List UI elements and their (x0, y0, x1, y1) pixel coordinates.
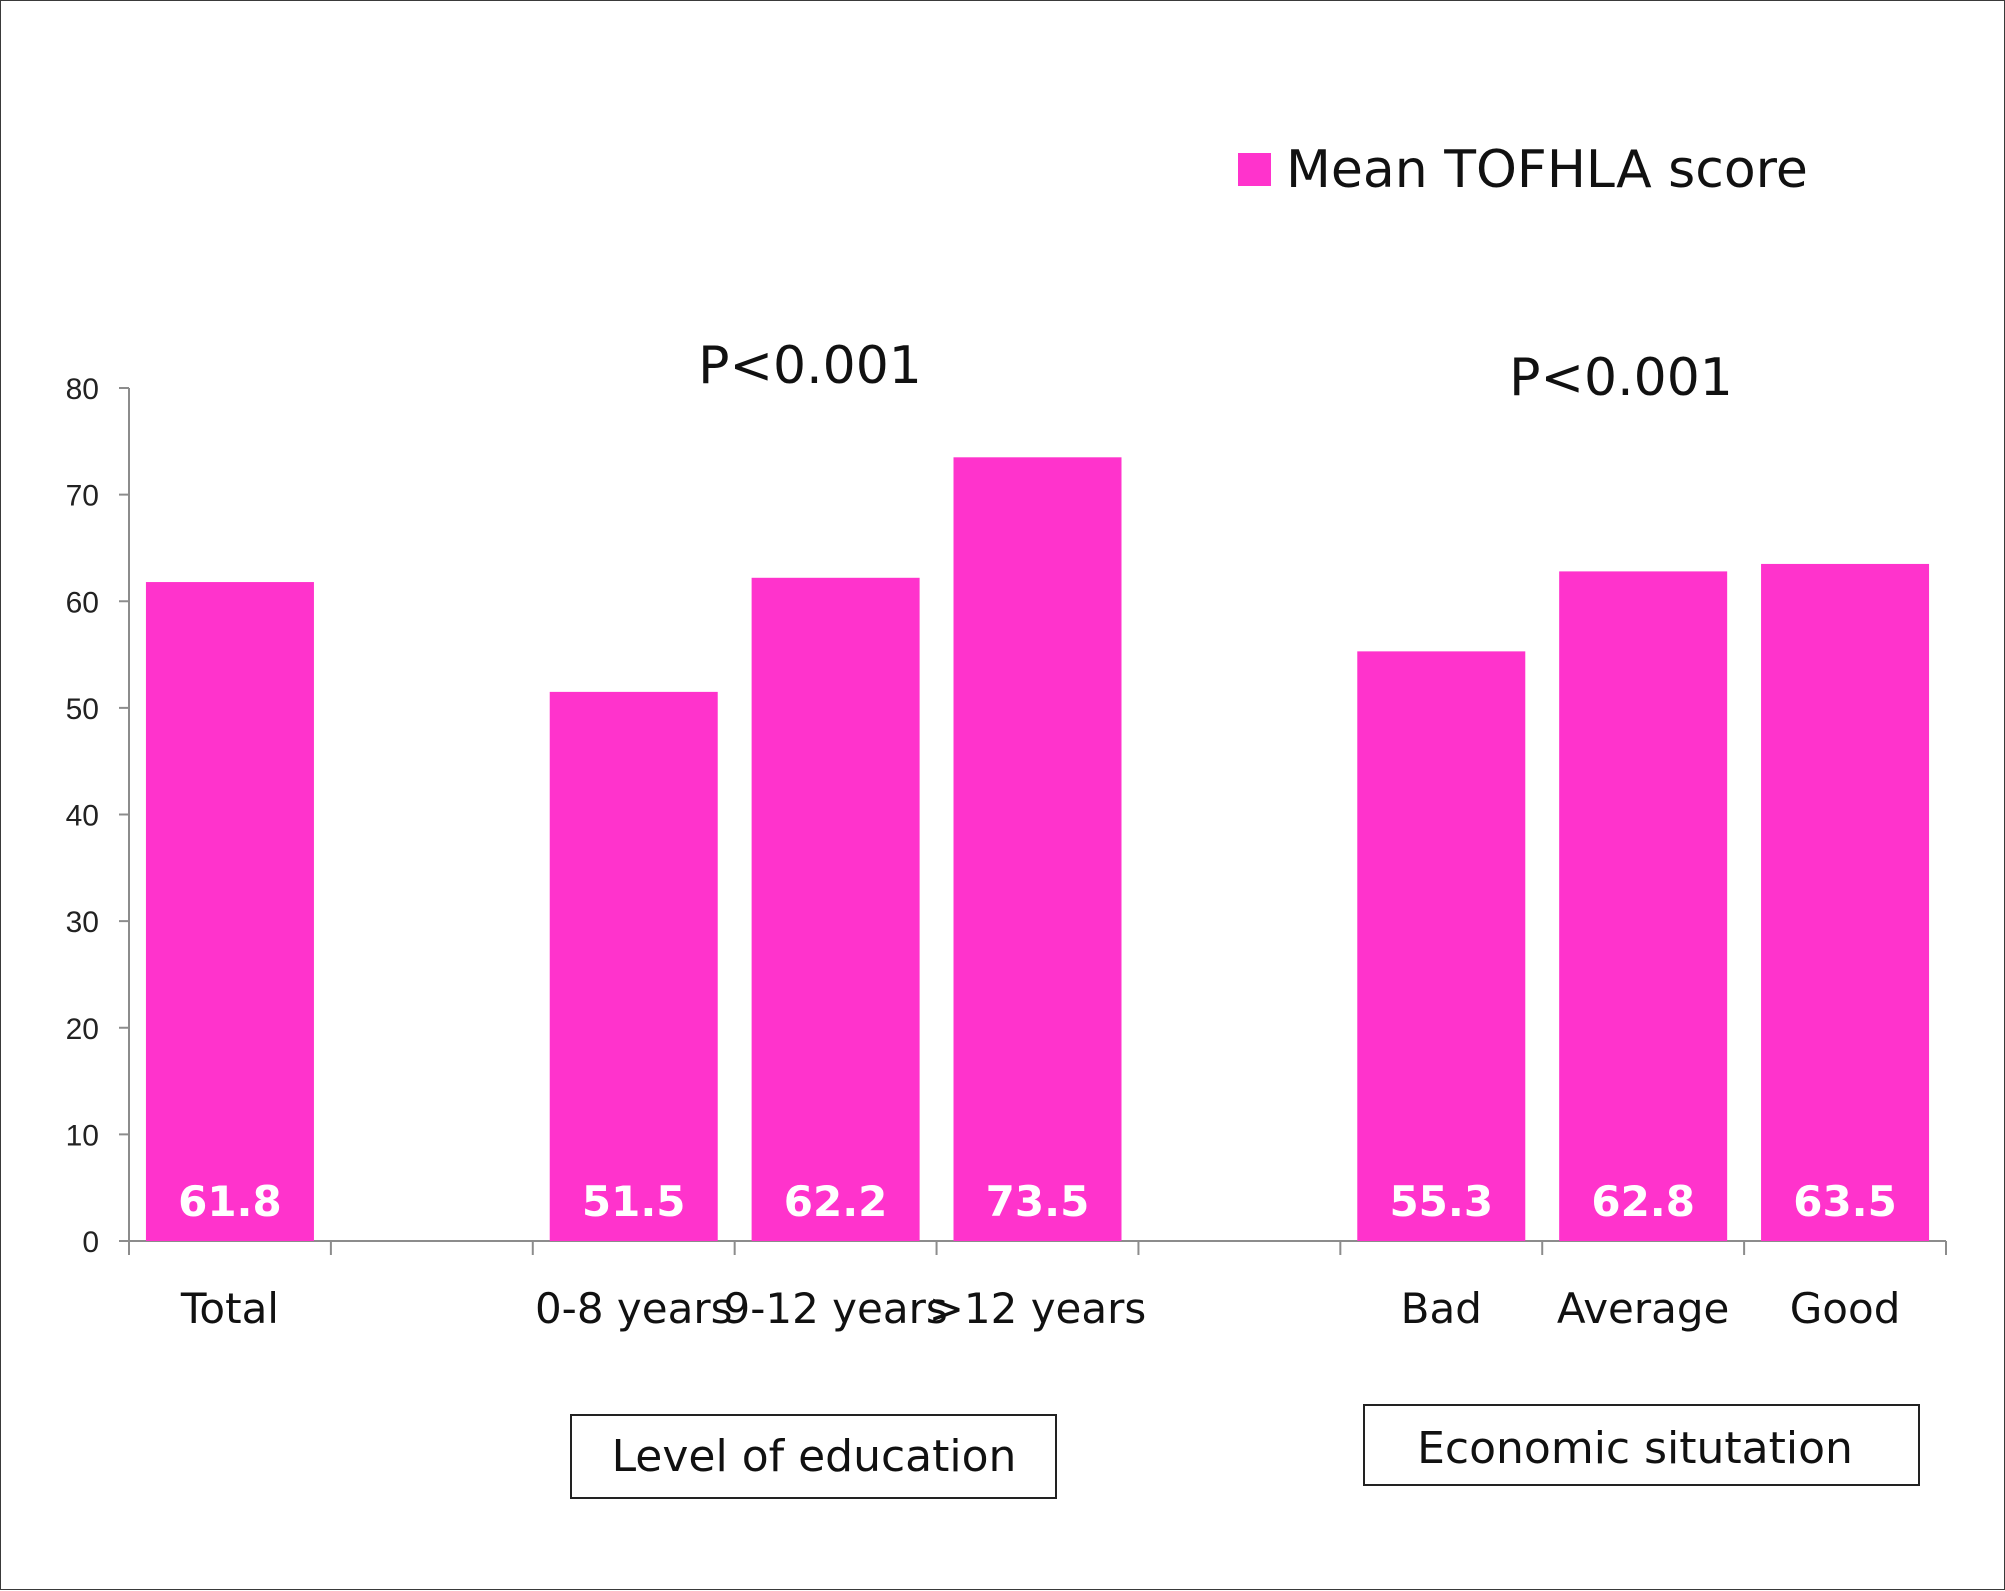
bars: 61.8 51.5 62.2 73.5 55.3 62.8 63.5 (145, 457, 1930, 1241)
bar-value-label: 61.8 (178, 1177, 282, 1226)
bar (1761, 563, 1930, 1241)
y-tick-label: 80 (66, 373, 99, 406)
education-group-box (570, 1414, 1057, 1499)
bar-value-label: 63.5 (1793, 1177, 1897, 1226)
y-tick-label: 30 (66, 906, 99, 939)
category-label: Bad (1401, 1284, 1482, 1333)
category-label: Good (1790, 1284, 1901, 1333)
bar (145, 582, 314, 1241)
bar-value-label: 62.2 (784, 1177, 888, 1226)
group-label-economic: Economic situtation (1363, 1404, 1920, 1486)
economic-group-label: Economic situtation (1417, 1423, 1853, 1474)
category-label: Total (180, 1284, 279, 1333)
bar (953, 457, 1122, 1241)
education-p-value: P<0.001 (698, 336, 922, 396)
bar-value-label: 51.5 (582, 1177, 686, 1226)
category-label: 9-12 years (723, 1284, 947, 1333)
y-tick-label: 40 (66, 800, 99, 833)
y-tick-label: 20 (66, 1013, 99, 1046)
bar (1559, 571, 1728, 1241)
category-label: >12 years (929, 1284, 1147, 1333)
legend-swatch (1238, 153, 1271, 186)
y-tick-label: 60 (66, 586, 99, 619)
economic-p-value: P<0.001 (1509, 348, 1733, 408)
category-label: Average (1557, 1284, 1729, 1333)
legend-label: Mean TOFHLA score (1286, 140, 1808, 200)
economic-group-box (1363, 1404, 1920, 1486)
category-label: 0-8 years (535, 1284, 733, 1333)
y-tick-labels: 0 10 20 30 40 50 60 70 80 (66, 373, 99, 1259)
bar (1357, 651, 1526, 1241)
y-tick-label: 50 (66, 693, 99, 726)
bar-value-label: 62.8 (1591, 1177, 1695, 1226)
bar (751, 577, 920, 1241)
group-label-education: Level of education (570, 1414, 1057, 1499)
y-tick-label: 70 (66, 480, 99, 513)
bar (549, 691, 718, 1241)
bar-value-label: 55.3 (1389, 1177, 1493, 1226)
education-group-label: Level of education (612, 1431, 1017, 1482)
y-tick-label: 0 (82, 1226, 99, 1259)
bar-value-label: 73.5 (986, 1177, 1090, 1226)
y-tick-label: 10 (66, 1119, 99, 1152)
legend: Mean TOFHLA score (1238, 140, 1808, 200)
